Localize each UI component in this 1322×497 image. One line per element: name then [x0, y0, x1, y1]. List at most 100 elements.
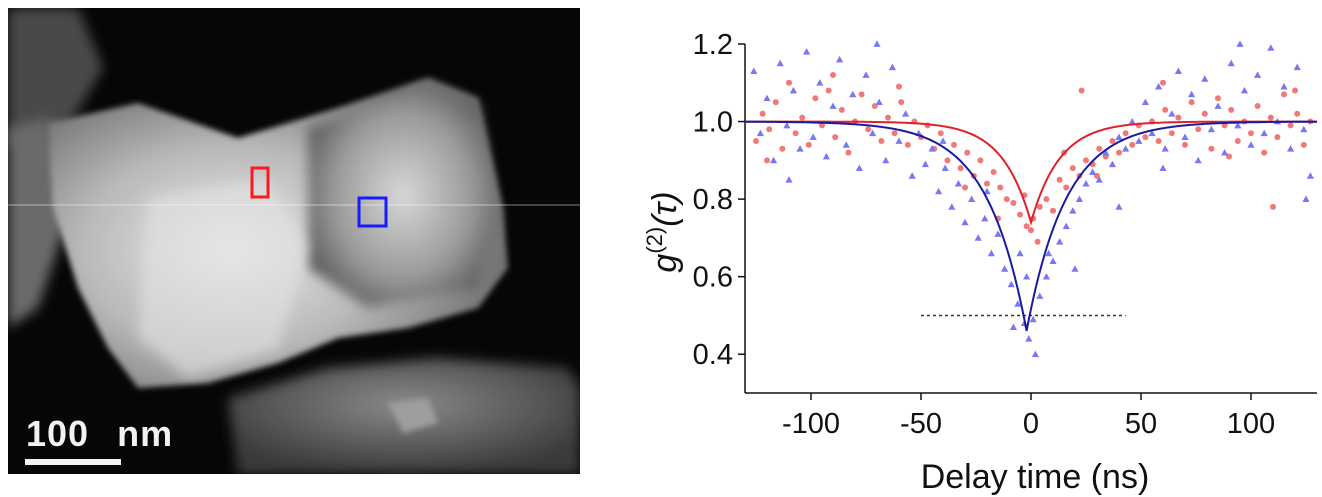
- data-point-triangle: [1036, 292, 1044, 299]
- data-point-circle: [858, 91, 865, 98]
- data-point-circle: [1155, 137, 1162, 144]
- chart-axes: 0.4 0.6 0.8 1.0 1.2 -100 -50 0 50 100: [693, 29, 1317, 440]
- data-point-circle: [997, 184, 1004, 191]
- data-point-triangle: [1009, 323, 1017, 330]
- data-point-triangle: [1007, 280, 1015, 288]
- data-point-circle: [1208, 145, 1215, 152]
- tem-micrograph: 100 nm: [8, 8, 580, 474]
- data-point-triangle: [895, 137, 903, 144]
- data-point-circle: [1195, 126, 1202, 133]
- data-point-circle: [805, 141, 812, 148]
- data-point-triangle: [1045, 249, 1053, 257]
- data-point-circle: [832, 134, 839, 141]
- data-point-triangle: [1188, 90, 1196, 98]
- data-point-triangle: [796, 145, 804, 152]
- data-point-triangle: [1201, 75, 1209, 82]
- data-point-triangle: [869, 129, 877, 137]
- x-tick-label: 0: [1023, 408, 1039, 440]
- data-point-circle: [1142, 134, 1149, 141]
- data-point-triangle: [785, 176, 793, 183]
- data-point-triangle: [1181, 133, 1189, 140]
- data-point-triangle: [935, 187, 943, 195]
- data-point-triangle: [750, 67, 758, 75]
- data-point-circle: [1201, 110, 1208, 117]
- data-point-circle: [753, 137, 759, 144]
- data-point-triangle: [983, 187, 991, 195]
- x-tick-label: 100: [1227, 408, 1275, 440]
- data-point-triangle: [789, 86, 797, 94]
- data-point-triangle: [1227, 59, 1235, 67]
- data-point-circle: [1003, 196, 1010, 203]
- y-tick-label: 1.0: [693, 107, 733, 139]
- data-point-triangle: [1260, 129, 1268, 137]
- data-point-circle: [1281, 91, 1287, 98]
- data-point-circle: [1083, 157, 1089, 164]
- data-point-circle: [1056, 176, 1063, 183]
- svg-text:g(2)(τ): g(2)(τ): [642, 191, 684, 272]
- data-point-triangle: [1128, 117, 1136, 125]
- data-point-triangle: [954, 180, 962, 187]
- data-point-circle: [1023, 223, 1030, 230]
- data-point-triangle: [763, 94, 771, 102]
- scale-bar-label: 100 nm: [26, 413, 173, 455]
- data-point-circle: [1182, 141, 1188, 148]
- data-point-triangle: [1141, 98, 1149, 106]
- data-point-circle: [904, 141, 911, 148]
- data-point-circle: [957, 165, 964, 172]
- data-point-circle: [977, 157, 984, 164]
- data-point-circle: [962, 184, 968, 191]
- data-point-circle: [830, 72, 836, 79]
- data-point-circle: [944, 157, 951, 164]
- data-point-triangle: [803, 48, 811, 55]
- data-point-triangle: [1069, 207, 1077, 214]
- data-point-triangle: [1236, 40, 1244, 47]
- data-point-circle: [1036, 203, 1043, 210]
- data-point-circle: [779, 145, 786, 152]
- data-point-circle: [766, 126, 773, 133]
- data-point-triangle: [1001, 265, 1009, 272]
- data-point-circle: [937, 130, 944, 137]
- data-point-triangle: [1122, 145, 1130, 152]
- data-point-circle: [759, 110, 766, 117]
- data-point-triangle: [1023, 273, 1031, 280]
- y-axis-title-g: g: [646, 254, 684, 273]
- data-point-triangle: [1240, 86, 1248, 94]
- data-point-triangle: [1159, 164, 1167, 171]
- data-point-circle: [1050, 207, 1056, 214]
- x-tick-label: 50: [1125, 408, 1157, 440]
- data-point-triangle: [968, 195, 976, 202]
- data-point-triangle: [1194, 156, 1202, 164]
- data-point-circle: [896, 83, 902, 90]
- data-point-triangle: [1280, 83, 1288, 90]
- chart-points: [750, 40, 1314, 358]
- data-point-triangle: [902, 110, 910, 117]
- data-point-triangle: [908, 172, 916, 179]
- data-point-triangle: [1302, 195, 1310, 202]
- data-point-circle: [825, 87, 832, 94]
- data-point-circle: [1175, 114, 1182, 121]
- data-point-circle: [1274, 134, 1281, 141]
- data-point-triangle: [1234, 121, 1242, 129]
- data-point-triangle: [816, 79, 824, 86]
- data-point-circle: [1096, 145, 1103, 152]
- data-point-circle: [772, 99, 779, 106]
- data-point-triangle: [981, 214, 989, 222]
- data-point-circle: [885, 114, 891, 121]
- data-point-circle: [1063, 184, 1070, 191]
- data-point-circle: [1294, 110, 1301, 117]
- data-point-circle: [845, 149, 852, 156]
- data-point-circle: [1261, 149, 1268, 156]
- data-point-triangle: [1108, 160, 1116, 168]
- data-point-triangle: [928, 145, 936, 152]
- data-point-triangle: [842, 141, 850, 148]
- data-point-triangle: [1267, 44, 1275, 51]
- data-point-triangle: [822, 152, 830, 160]
- data-point-circle: [1122, 130, 1129, 137]
- data-point-circle: [1267, 114, 1274, 121]
- data-point-circle: [951, 141, 957, 148]
- data-point-triangle: [1082, 180, 1090, 187]
- data-point-triangle: [1042, 273, 1050, 280]
- data-point-triangle: [1247, 141, 1255, 148]
- y-tick-label: 0.4: [693, 339, 733, 371]
- chart-fits: [745, 120, 1317, 332]
